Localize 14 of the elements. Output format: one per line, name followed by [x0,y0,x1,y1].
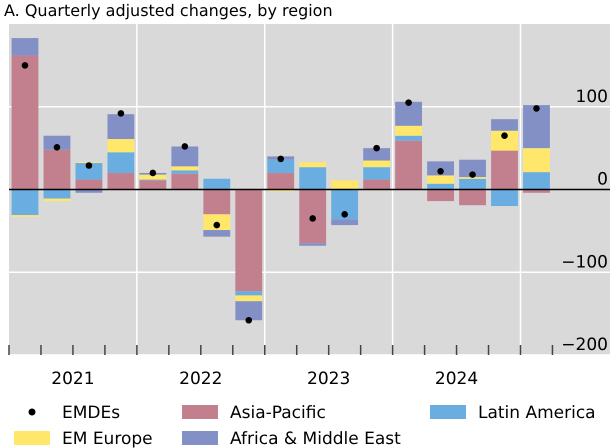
x-tick-label: 2021 [51,369,95,389]
x-tick-label: 2022 [179,369,222,389]
x-tick-label: 2023 [307,369,350,389]
y-tick-label: −100 [561,252,608,272]
legend-label: EM Europe [62,428,153,448]
legend-label: EMDEs [62,402,120,423]
legend-label: Africa & Middle East [230,428,402,448]
x-tick-label: 2024 [434,369,478,389]
legend-label: Latin America [478,402,596,423]
chart-title: A. Quarterly adjusted changes, by region [4,1,333,20]
y-tick-label: 100 [576,86,608,107]
y-tick-label: −200 [561,335,608,355]
legend-label: Asia-Pacific [230,402,326,423]
y-tick-label: 0 [597,170,608,190]
